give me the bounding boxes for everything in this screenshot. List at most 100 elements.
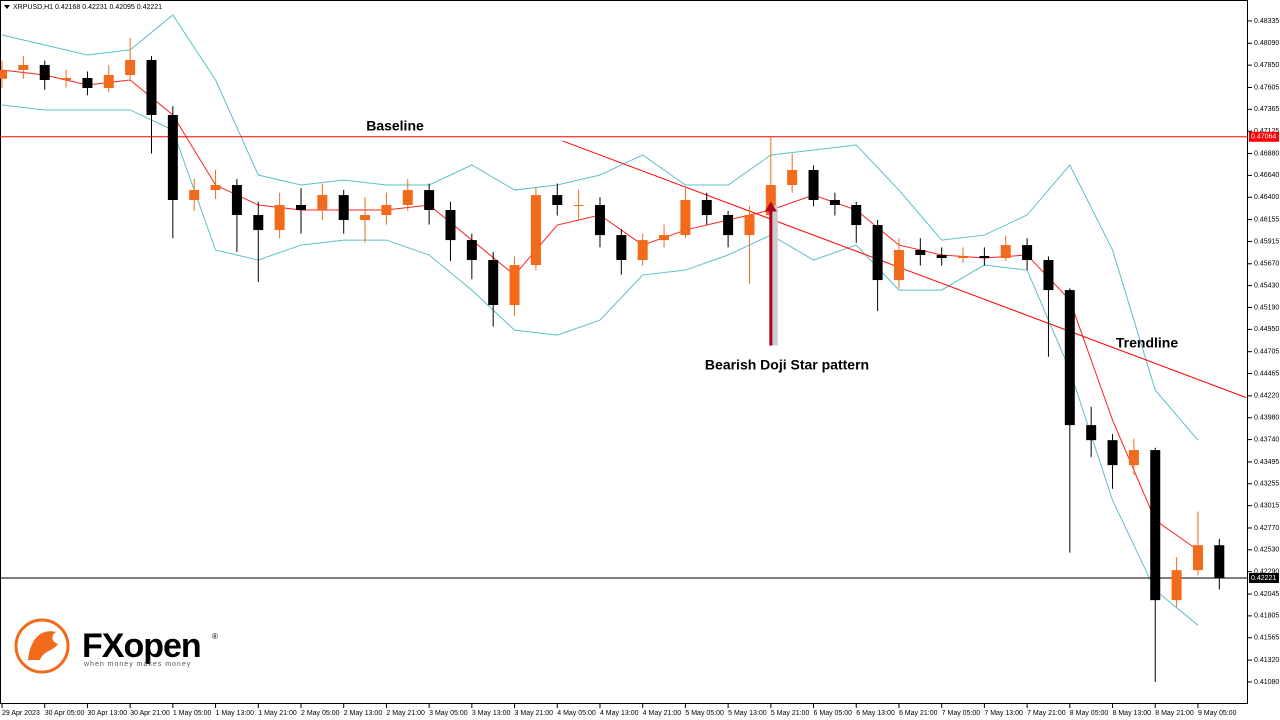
- annotation: Baseline: [366, 118, 424, 134]
- y-tick-label: 0.42530: [1254, 547, 1279, 554]
- candle-body: [958, 256, 969, 259]
- y-tick-label: 0.44465: [1254, 370, 1279, 377]
- candle-body: [445, 210, 456, 241]
- last-price-label: 0.42221: [1251, 575, 1276, 582]
- x-tick-label: 8 May 05:00: [1070, 710, 1109, 717]
- candle-body: [851, 204, 862, 226]
- y-tick-label: 0.41805: [1254, 613, 1279, 620]
- logo-mark: ®: [212, 632, 218, 641]
- candle-body: [146, 59, 157, 115]
- x-tick-label: 5 May 05:00: [685, 710, 724, 717]
- y-tick-label: 0.45670: [1254, 261, 1279, 268]
- candle-body: [1000, 245, 1011, 259]
- candle-body: [0, 69, 7, 79]
- x-tick-label: 3 May 21:00: [515, 710, 554, 717]
- x-tick-label: 3 May 13:00: [472, 710, 511, 717]
- candle-body: [82, 77, 93, 89]
- arrow-shadow: [771, 205, 778, 346]
- x-tick-label: 7 May 13:00: [984, 710, 1023, 717]
- indicator-line: [1, 104, 1199, 626]
- candle-body: [466, 240, 477, 261]
- y-tick-label: 0.45915: [1254, 238, 1279, 245]
- candle-body: [1214, 545, 1225, 578]
- candle-body: [295, 204, 306, 211]
- x-tick-label: 4 May 21:00: [643, 710, 682, 717]
- candle-body: [103, 74, 114, 89]
- x-tick-label: 8 May 21:00: [1155, 710, 1194, 717]
- candle-body: [787, 170, 798, 186]
- baseline-label-box: [1249, 131, 1279, 142]
- candle-body: [253, 215, 264, 231]
- candle-body: [189, 190, 200, 200]
- x-tick-label: 30 Apr 05:00: [45, 710, 85, 717]
- candle-body: [659, 235, 670, 241]
- x-tick-label: 7 May 05:00: [942, 710, 981, 717]
- y-tick-label: 0.42045: [1254, 591, 1279, 598]
- candle-body: [488, 260, 499, 306]
- candle-body: [1043, 260, 1054, 291]
- y-tick-label: 0.41320: [1254, 657, 1279, 664]
- annotation: Bearish Doji Star pattern: [705, 357, 869, 373]
- candle-body: [765, 185, 776, 216]
- y-tick-label: 0.46880: [1254, 150, 1279, 157]
- candle-body: [1022, 245, 1033, 261]
- candle-body: [1128, 450, 1139, 466]
- candle-body: [573, 204, 584, 206]
- y-tick-label: 0.48090: [1254, 40, 1279, 47]
- y-tick-label: 0.45190: [1254, 304, 1279, 311]
- candle-body: [1150, 450, 1161, 601]
- logo-brand-text: FXopen: [82, 627, 201, 665]
- candle-body: [61, 77, 72, 80]
- y-tick-label: 0.44220: [1254, 393, 1279, 400]
- candle-body: [616, 235, 627, 261]
- candle-body: [1064, 290, 1075, 426]
- candle-body: [530, 195, 541, 266]
- header-icon: [4, 5, 10, 9]
- x-tick-label: 2 May 13:00: [344, 710, 383, 717]
- x-tick-label: 6 May 05:00: [814, 710, 853, 717]
- trendline: [562, 140, 1247, 398]
- candle-body: [360, 215, 371, 221]
- x-tick-label: 1 May 13:00: [216, 710, 255, 717]
- y-tick-label: 0.41565: [1254, 635, 1279, 642]
- indicator-line: [1, 14, 1199, 441]
- x-tick-label: 3 May 05:00: [429, 710, 468, 717]
- x-tick-label: 29 Apr 2023: [2, 710, 40, 717]
- x-tick-label: 9 May 05:00: [1198, 710, 1237, 717]
- candle-body: [402, 190, 413, 205]
- x-tick-label: 6 May 21:00: [899, 710, 938, 717]
- candle-body: [317, 195, 328, 211]
- x-tick-label: 5 May 13:00: [728, 710, 767, 717]
- y-tick-label: 0.47850: [1254, 62, 1279, 69]
- logo: FXopen ® when money makes money: [14, 618, 218, 674]
- y-tick-label: 0.43495: [1254, 459, 1279, 466]
- y-tick-label: 0.46640: [1254, 172, 1279, 179]
- candle-body: [274, 204, 285, 231]
- x-tick-label: 4 May 05:00: [557, 710, 596, 717]
- y-tick-label: 0.46155: [1254, 216, 1279, 223]
- candle-body: [680, 199, 691, 236]
- candle-body: [915, 250, 926, 256]
- y-tick-label: 0.44705: [1254, 349, 1279, 356]
- y-tick-label: 0.43740: [1254, 436, 1279, 443]
- y-tick-label: 0.43015: [1254, 502, 1279, 509]
- y-tick-label: 0.44950: [1254, 326, 1279, 333]
- x-tick-label: 30 Apr 13:00: [87, 710, 127, 717]
- candle-body: [594, 204, 605, 236]
- candle-body: [381, 204, 392, 216]
- x-tick-label: 4 May 13:00: [600, 710, 639, 717]
- y-tick-label: 0.48335: [1254, 18, 1279, 25]
- logo-brand: FXopen: [82, 627, 201, 665]
- candle-body: [829, 199, 840, 205]
- y-tick-label: 0.47365: [1254, 106, 1279, 113]
- x-tick-label: 30 Apr 21:00: [130, 710, 170, 717]
- last-price-label-box: [1249, 572, 1279, 583]
- logo-ring: [14, 618, 70, 674]
- candle-body: [552, 195, 563, 205]
- y-tick-label: 0.47605: [1254, 84, 1279, 91]
- candle-body: [1086, 425, 1097, 441]
- candle-body: [231, 185, 242, 216]
- candle-body: [893, 250, 904, 281]
